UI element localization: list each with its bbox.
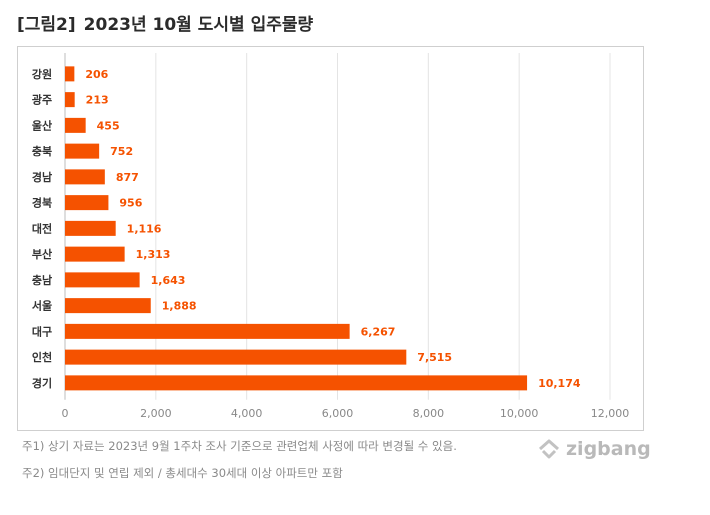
value-label: 956 — [119, 197, 142, 210]
category-label: 울산 — [32, 118, 52, 132]
x-tick-label: 12,000 — [591, 407, 630, 420]
chart-title: [그림2] 2023년 10월 도시별 입주물량 — [17, 10, 313, 35]
bar — [65, 143, 100, 159]
category-label: 경기 — [32, 376, 52, 390]
category-label: 인천 — [32, 350, 52, 364]
bar — [65, 66, 75, 82]
title-text: 2023년 10월 도시별 입주물량 — [83, 15, 314, 35]
value-label: 877 — [116, 171, 139, 184]
brand-logo: zigbang — [536, 437, 651, 461]
value-label: 7,515 — [417, 351, 452, 364]
value-label: 1,888 — [162, 300, 197, 313]
x-tick-label: 4,000 — [231, 407, 263, 420]
category-label: 경남 — [32, 170, 52, 184]
value-label: 1,116 — [127, 222, 162, 235]
category-label: 충남 — [32, 273, 52, 287]
value-label: 1,643 — [151, 274, 186, 287]
value-label: 213 — [86, 94, 109, 107]
value-label: 6,267 — [361, 325, 396, 338]
bar — [65, 349, 407, 365]
bar-chart: 0 2,000 4,000 6,000 8,000 10,000 12,000 강원 206 광주… — [32, 53, 630, 420]
bar — [65, 375, 528, 391]
footnote-2: 주2) 임대단지 및 연립 제외 / 총세대수 30세대 이상 아파트만 포함 — [22, 466, 343, 480]
category-label: 경북 — [32, 196, 52, 210]
category-label: 광주 — [32, 94, 52, 107]
category-label: 부산 — [32, 247, 52, 261]
bar — [65, 92, 75, 108]
bar — [65, 195, 109, 211]
bar — [65, 169, 105, 185]
x-tick-label: 8,000 — [413, 407, 445, 420]
value-label: 752 — [110, 145, 133, 158]
category-label: 대구 — [32, 324, 52, 338]
bar — [65, 246, 125, 262]
value-label: 455 — [97, 119, 120, 132]
value-label: 1,313 — [136, 248, 171, 261]
zigbang-logo-icon — [539, 439, 559, 459]
x-tick-label: 10,000 — [500, 407, 539, 420]
value-label: 10,174 — [538, 377, 581, 390]
x-tick-label: 6,000 — [322, 407, 354, 420]
footnote-1: 주1) 상기 자료는 2023년 9월 1주차 조사 기준으로 관련업체 사정에… — [22, 439, 457, 453]
category-label: 서울 — [32, 299, 52, 313]
bar — [65, 272, 140, 288]
category-label: 강원 — [32, 67, 52, 81]
category-label: 대전 — [32, 221, 52, 235]
bar — [65, 323, 350, 339]
category-label: 충북 — [32, 144, 52, 158]
x-tick-label: 2,000 — [140, 407, 172, 420]
value-label: 206 — [85, 68, 108, 81]
bar — [65, 117, 86, 133]
bar — [65, 298, 151, 314]
x-tick-label: 0 — [62, 407, 69, 420]
brand-name: zigbang — [566, 438, 651, 460]
figure-tag: [그림2] — [17, 15, 76, 35]
bar — [65, 220, 116, 236]
chart-frame: 0 2,000 4,000 6,000 8,000 10,000 12,000 강원 206 광주… — [17, 46, 644, 431]
